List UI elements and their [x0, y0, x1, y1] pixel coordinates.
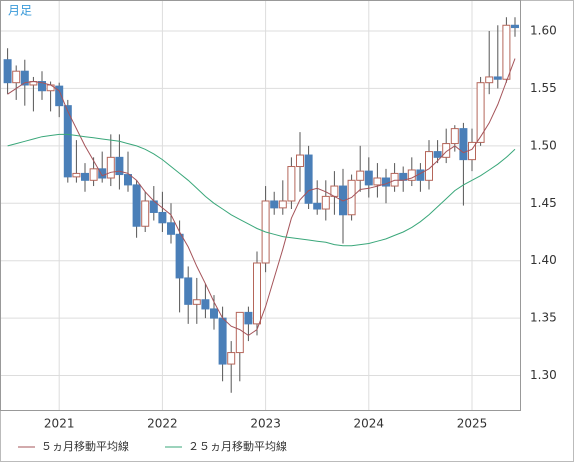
- y-tick-label: 1.60: [530, 24, 557, 38]
- candle-body: [141, 200, 150, 227]
- y-tick-label: 1.30: [530, 368, 557, 382]
- candle-body: [167, 222, 175, 235]
- candle-body: [287, 166, 296, 202]
- candle-body: [476, 82, 485, 143]
- candle-body: [175, 233, 184, 279]
- candle-body: [364, 170, 373, 186]
- y-tick-label: 1.35: [530, 311, 557, 325]
- candle-body: [339, 185, 347, 216]
- candle-body: [442, 143, 451, 158]
- candle-body: [450, 128, 459, 145]
- candle-body: [502, 24, 511, 80]
- y-tick-label: 1.45: [530, 196, 557, 210]
- y-tick-label: 1.40: [530, 253, 557, 267]
- candle-body: [89, 168, 98, 181]
- candle-body: [192, 299, 201, 305]
- candle-body: [106, 156, 115, 179]
- candle-body: [227, 352, 236, 365]
- x-tick-label: 2024: [354, 417, 385, 431]
- candle-body: [493, 76, 502, 80]
- candle-body: [158, 211, 167, 224]
- candle-body: [55, 85, 64, 107]
- ma-line: [7, 58, 516, 337]
- candle-body: [356, 170, 365, 181]
- legend-label: ５ヵ月移動平均線: [41, 439, 129, 453]
- grid: [0, 0, 520, 410]
- candle-body: [321, 195, 330, 210]
- candle-body: [81, 172, 89, 181]
- candle-body: [278, 200, 287, 209]
- candle-body: [433, 151, 442, 158]
- candle-body: [485, 76, 494, 84]
- candle-body: [270, 200, 279, 209]
- x-tick-label: 2021: [44, 417, 75, 431]
- legend-label: ２５ヵ月移動平均線: [188, 439, 287, 453]
- candle-body: [218, 317, 227, 365]
- candle-body: [132, 184, 141, 227]
- plot-frame: [0, 0, 521, 411]
- candle-body: [184, 277, 193, 305]
- x-tick-label: 2025: [457, 417, 488, 431]
- candle-body: [115, 156, 124, 176]
- ma-line: [7, 133, 516, 247]
- chart-title: 月足: [8, 4, 32, 18]
- candle-body: [201, 299, 210, 310]
- candle-body: [253, 262, 261, 325]
- candle-body: [244, 311, 253, 325]
- candle-body: [210, 308, 218, 319]
- candle-body: [296, 154, 304, 168]
- candle-body: [511, 24, 519, 29]
- candle-body: [124, 174, 132, 186]
- candle-body: [3, 59, 12, 84]
- candle-body: [20, 70, 29, 86]
- candle-body: [373, 177, 382, 186]
- candle-body: [72, 172, 81, 178]
- y-tick-label: 1.50: [530, 138, 557, 152]
- candle-body: [459, 128, 468, 161]
- candle-body: [304, 154, 313, 204]
- x-tick-label: 2023: [250, 417, 281, 431]
- candle-body: [63, 105, 72, 178]
- y-tick-label: 1.55: [530, 81, 557, 95]
- x-tick-label: 2022: [147, 417, 178, 431]
- candle-body: [38, 81, 46, 92]
- candle-body: [46, 84, 55, 92]
- candle-body: [98, 168, 107, 179]
- candle-body: [407, 169, 416, 181]
- candle-body: [12, 70, 21, 84]
- candle-body: [235, 311, 244, 354]
- candle-body: [390, 172, 399, 187]
- candle-body: [313, 202, 322, 210]
